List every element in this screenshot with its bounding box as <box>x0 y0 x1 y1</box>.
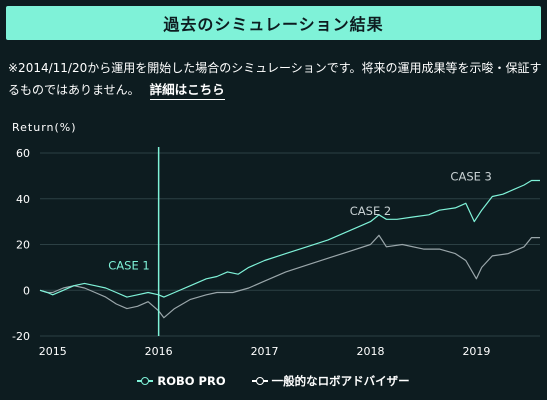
legend-marker-general-icon <box>251 376 268 386</box>
series-line-1 <box>39 234 540 319</box>
x-tick-label: 2017 <box>251 345 279 358</box>
y-tick-label: 60 <box>16 147 30 160</box>
case-annotation: CASE 3 <box>450 169 491 183</box>
case-annotation: CASE 2 <box>350 204 391 218</box>
return-chart: Return(%) -20 0 20 40 60 2015 2016 2017 2018 2019 C… <box>12 121 540 358</box>
y-tick-label: 40 <box>16 193 30 206</box>
legend-item-general-robo: 一般的なロボアドバイザー <box>251 373 410 389</box>
page-title-text: 過去のシミュレーション結果 <box>163 15 384 34</box>
x-tick-label: 2018 <box>357 345 385 358</box>
legend-item-robo-pro: ROBO PRO <box>137 373 226 389</box>
x-tick-label: 2015 <box>39 345 67 358</box>
y-tick-label: 0 <box>23 284 30 297</box>
series-line-0 <box>39 179 540 298</box>
y-axis-label: Return(%) <box>12 121 77 134</box>
case-annotation: CASE 1 <box>108 259 149 273</box>
legend-label-robo-pro: ROBO PRO <box>157 374 226 388</box>
disclaimer-text: ※2014/11/20から運用を開始した場合のシミュレーションです。将来の運用成… <box>8 61 542 97</box>
y-tick-label: -20 <box>12 330 30 343</box>
legend-label-general: 一般的なロボアドバイザー <box>271 374 410 388</box>
disclaimer: ※2014/11/20から運用を開始した場合のシミュレーションです。将来の運用成… <box>8 57 543 101</box>
chart-legend: ROBO PRO 一般的なロボアドバイザー <box>0 373 547 389</box>
x-tick-label: 2019 <box>462 345 490 358</box>
y-tick-label: 20 <box>16 239 30 252</box>
page-title: 過去のシミュレーション結果 <box>6 6 541 40</box>
details-link[interactable]: 詳細はこちら <box>149 82 225 100</box>
legend-marker-robo-pro-icon <box>137 376 154 386</box>
x-tick-label: 2016 <box>145 345 173 358</box>
